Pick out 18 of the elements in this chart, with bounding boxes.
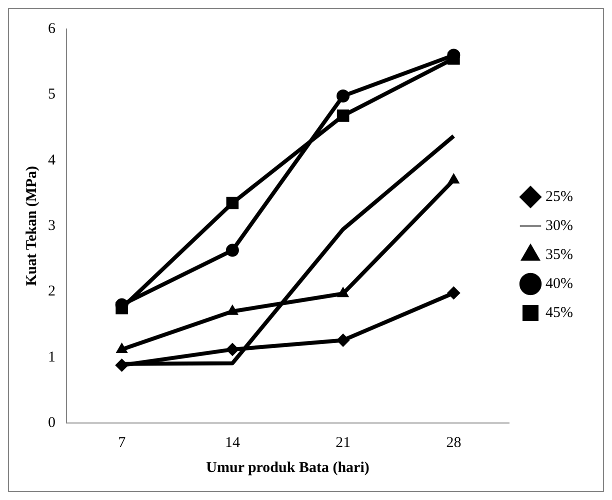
y-tick-label: 3 xyxy=(48,218,56,234)
legend-label: 40% xyxy=(546,276,574,292)
x-tick-label: 21 xyxy=(336,434,351,451)
y-tick-label: 0 xyxy=(48,414,56,431)
legend-label: 45% xyxy=(546,304,574,321)
y-tick-label: 2 xyxy=(48,284,56,300)
y-tick-label: 6 xyxy=(48,20,56,37)
y-axis-title: Kuat Tekan (MPa) xyxy=(24,166,40,286)
legend-label: 25% xyxy=(546,188,574,205)
legend-label: 35% xyxy=(546,246,574,263)
y-tick-label: 5 xyxy=(48,86,56,103)
x-tick-label: 14 xyxy=(224,434,240,451)
x-tick-label: 7 xyxy=(118,434,126,451)
legend-label: 30% xyxy=(546,218,574,234)
y-tick-label: 4 xyxy=(48,152,56,168)
y-tick-label: 1 xyxy=(48,349,56,366)
x-tick-label: 28 xyxy=(446,434,462,451)
x-axis-title: Umur produk Bata (hari) xyxy=(206,460,370,476)
